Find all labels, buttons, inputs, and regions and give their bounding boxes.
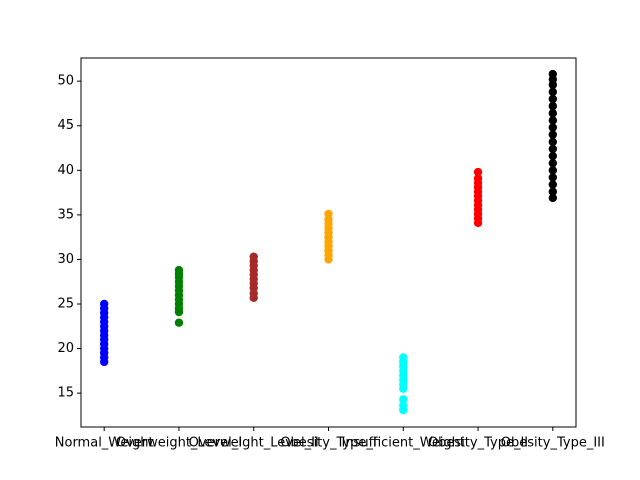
point — [548, 130, 558, 139]
point — [548, 187, 558, 196]
y-tick-label: 50 — [57, 74, 74, 89]
point — [548, 151, 558, 161]
y-tick-label: 35 — [57, 207, 74, 222]
point — [548, 87, 558, 97]
point — [399, 401, 408, 410]
point — [174, 318, 184, 327]
y-tick-label: 45 — [57, 118, 74, 133]
y-tick-label: 40 — [57, 163, 74, 178]
x-tick-label: Normal_Weight — [55, 436, 154, 451]
point — [548, 144, 558, 154]
point — [548, 158, 558, 168]
x-tick-label: Obesity_Type_III — [501, 436, 605, 451]
y-tick-label: 25 — [57, 297, 74, 312]
point — [324, 209, 333, 219]
point — [473, 174, 483, 183]
x-tick-label: Insufficient_Weight — [341, 436, 465, 451]
y-tick-label: 15 — [57, 386, 74, 401]
point — [548, 180, 558, 189]
point — [548, 69, 558, 79]
y-tick-label: 30 — [57, 252, 74, 267]
x-tick-label: Overweight_Level_II — [189, 436, 319, 451]
x-tick-label: Obesity_Type_I — [280, 436, 376, 451]
x-tick-label: Overweight_Level_I — [116, 436, 242, 451]
point — [548, 116, 558, 125]
point — [548, 109, 558, 118]
point — [548, 173, 558, 182]
point — [548, 193, 558, 203]
point — [99, 299, 109, 309]
point — [548, 101, 558, 111]
point — [548, 166, 558, 175]
point — [174, 265, 184, 275]
point — [548, 123, 558, 132]
point — [548, 137, 558, 146]
point — [548, 94, 558, 104]
y-tick-label: 20 — [57, 341, 74, 356]
x-tick-label: Obesity_Type_II — [428, 436, 528, 451]
point — [399, 395, 408, 404]
point — [473, 167, 483, 177]
point — [399, 353, 408, 362]
point — [249, 252, 258, 261]
